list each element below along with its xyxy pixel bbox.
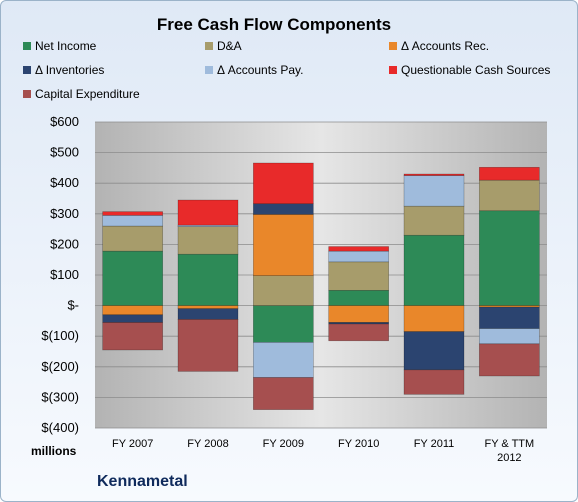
chart-title: Free Cash Flow Components <box>156 15 392 34</box>
bar-segment-net-income <box>328 289 389 306</box>
legend-label: Δ Accounts Rec. <box>401 39 490 53</box>
bar-segment-inventories <box>177 308 239 320</box>
y-tick-label: $100 <box>50 267 79 282</box>
bar-segment-d-a <box>328 261 389 291</box>
y-tick-label: $500 <box>50 145 79 160</box>
bar-segment-capital-expenditure <box>328 323 389 342</box>
x-tick-label: FY & TTM 2012 <box>484 438 534 464</box>
bar-segment-questionable-cash-sources <box>479 166 540 181</box>
bar-segment-net-income <box>253 305 314 343</box>
bar-segment-accounts-rec <box>403 305 465 332</box>
y-tick-label: $400 <box>50 175 79 190</box>
bar-segment-questionable-cash-sources <box>177 199 239 226</box>
legend-swatch <box>389 42 397 50</box>
bar-segment-accounts-pay <box>102 215 163 227</box>
bar-segment-net-income <box>479 210 540 306</box>
y-tick-label: $300 <box>50 206 79 221</box>
bar-segment-accounts-rec <box>253 214 314 276</box>
company-name: Kennametal <box>97 473 188 490</box>
legend-label: Capital Expenditure <box>35 87 140 101</box>
bar-segment-questionable-cash-sources <box>253 162 314 205</box>
legend-swatch <box>205 66 213 74</box>
y-tick-label: $600 <box>50 114 79 129</box>
bar-segment-accounts-pay <box>328 250 389 263</box>
legend-item-inventories: Δ Inventories <box>23 63 104 77</box>
legend-item-accounts-rec: Δ Accounts Rec. <box>389 39 489 53</box>
x-tick-label: FY 2010 <box>338 438 379 450</box>
bar-segment-capital-expenditure <box>403 369 465 395</box>
bar-segment-capital-expenditure <box>102 322 163 351</box>
bar-segment-capital-expenditure <box>253 377 314 410</box>
y-tick-label: $(300) <box>41 389 79 404</box>
units-label: millions <box>31 444 77 458</box>
bar-segment-accounts-rec <box>328 305 389 323</box>
bar-segment-inventories <box>403 331 465 371</box>
bar-segment-capital-expenditure <box>177 319 239 372</box>
legend-swatch <box>389 66 397 74</box>
bar-segment-net-income <box>102 250 163 306</box>
y-tick-label: $(400) <box>41 420 79 435</box>
bar-segment-inventories <box>102 314 163 323</box>
bar-segment-accounts-pay <box>253 342 314 378</box>
bar-segment-net-income <box>177 253 239 306</box>
bar-segment-questionable-cash-sources <box>328 246 389 252</box>
x-tick-label: FY 2008 <box>187 438 228 450</box>
x-tick-label: FY 2011 <box>414 438 455 450</box>
bar-segment-d-a <box>177 226 239 255</box>
bar-segment-questionable-cash-sources <box>102 211 163 216</box>
legend-item-questionable-cash-sources: Questionable Cash Sources <box>389 63 550 77</box>
bar-segment-d-a <box>403 205 465 236</box>
legend-swatch <box>205 42 213 50</box>
bar-segment-capital-expenditure <box>479 343 540 377</box>
bar-segment-accounts-pay <box>479 328 540 345</box>
legend-label: Net Income <box>35 39 97 53</box>
bar-segment-questionable-cash-sources <box>403 173 465 176</box>
x-tick-label: FY 2009 <box>263 438 304 450</box>
bar-segment-inventories <box>253 203 314 215</box>
y-tick-label: $200 <box>50 236 79 251</box>
x-tick-label: FY 2007 <box>112 438 153 450</box>
bar-segment-net-income <box>403 234 465 306</box>
legend-item-accounts-pay: Δ Accounts Pay. <box>205 63 304 77</box>
y-tick-label: $- <box>67 298 79 313</box>
bar-segment-d-a <box>102 225 163 252</box>
legend-label: Δ Accounts Pay. <box>217 63 304 77</box>
bar-segment-d-a <box>253 275 314 306</box>
bar-segment-accounts-rec <box>177 305 239 309</box>
legend-item-d-a: D&A <box>205 39 242 53</box>
bar-segment-d-a <box>479 179 540 212</box>
bar-segment-inventories <box>479 306 540 329</box>
bar-segment-accounts-rec <box>102 305 163 316</box>
legend-label: Δ Inventories <box>35 63 105 77</box>
legend-item-capital-expenditure: Capital Expenditure <box>23 87 140 101</box>
legend-label: Questionable Cash Sources <box>401 63 551 77</box>
y-tick-label: $(200) <box>41 359 79 374</box>
bar-segment-accounts-pay <box>403 175 465 207</box>
legend-swatch <box>23 42 31 50</box>
y-tick-label: $(100) <box>41 328 79 343</box>
legend-swatch <box>23 90 31 98</box>
legend-swatch <box>23 66 31 74</box>
legend-item-net-income: Net Income <box>23 39 96 53</box>
legend-label: D&A <box>217 39 242 53</box>
